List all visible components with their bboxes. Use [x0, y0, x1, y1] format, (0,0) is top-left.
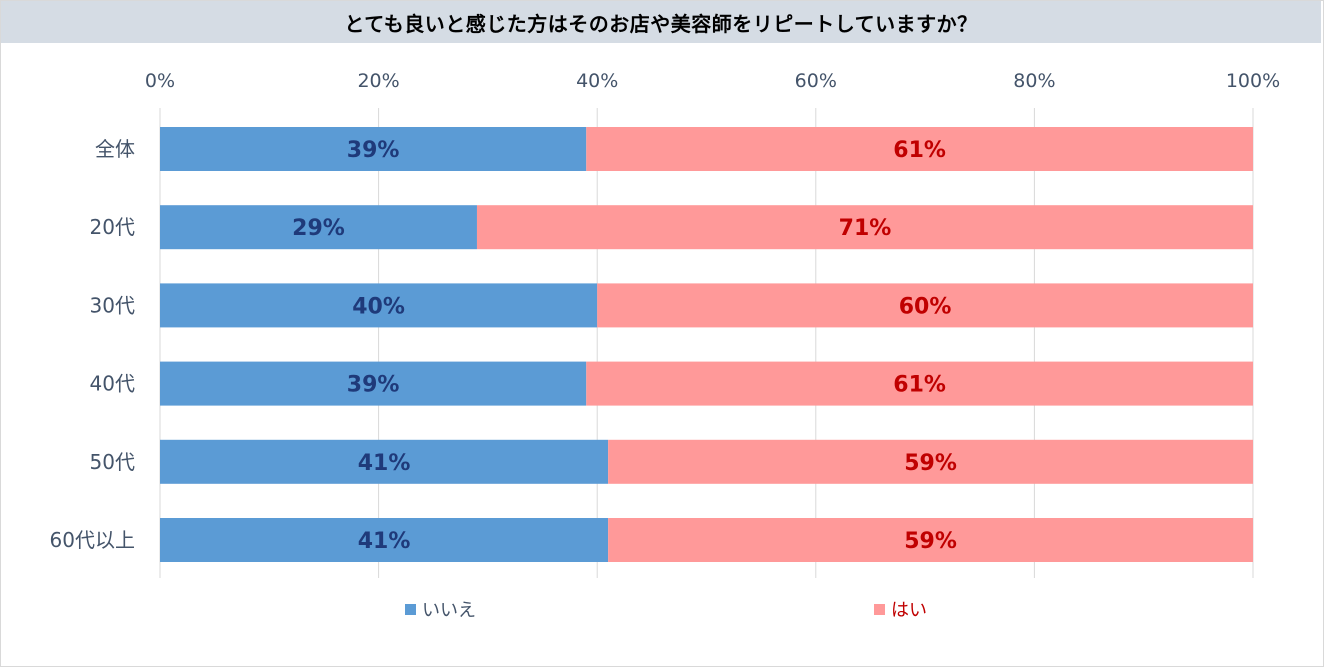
category-label-4: 50代: [90, 450, 135, 474]
bar-iie-3: [160, 361, 587, 406]
legend-swatch-iie: [405, 603, 416, 615]
data-label-iie-0: 39%: [347, 138, 400, 163]
bar-hai-2: [597, 283, 1253, 328]
bar-iie-1: [160, 205, 477, 250]
legend-item-hai: はい: [874, 596, 927, 622]
x-tick-label-40: 40%: [576, 70, 618, 92]
bar-hai-4: [608, 439, 1253, 484]
category-label-1: 20代: [90, 215, 135, 239]
x-tick-label-100: 100%: [1226, 70, 1280, 92]
data-label-hai-1: 71%: [839, 216, 892, 241]
data-label-iie-3: 39%: [347, 373, 400, 398]
legend-item-iie: いいえ: [405, 596, 476, 622]
bar-hai-5: [608, 518, 1253, 562]
category-label-5: 60代以上: [50, 528, 135, 552]
data-label-iie-2: 40%: [352, 294, 405, 319]
category-label-0: 全体: [95, 137, 135, 161]
x-tick-label-60: 60%: [795, 70, 837, 92]
x-tick-label-20: 20%: [357, 70, 399, 92]
bar-iie-5: [160, 518, 609, 562]
bar-hai-1: [476, 205, 1254, 250]
data-label-iie-5: 41%: [358, 529, 411, 554]
legend-label-iie: いいえ: [422, 600, 476, 621]
chart-title: とても良いと感じた方はそのお店や美容師をリピートしていますか？: [344, 11, 978, 36]
data-label-hai-4: 59%: [904, 451, 957, 476]
data-label-iie-1: 29%: [292, 216, 345, 241]
category-label-2: 30代: [90, 293, 135, 317]
category-label-3: 40代: [90, 372, 135, 396]
x-tick-label-0: 0%: [145, 70, 175, 92]
bar-hai-3: [586, 361, 1253, 406]
chart-title-bar: とても良いと感じた方はそのお店や美容師をリピートしていますか？: [1, 1, 1321, 43]
data-label-iie-4: 41%: [358, 451, 411, 476]
bar-hai-0: [586, 127, 1253, 171]
data-label-hai-5: 59%: [904, 529, 957, 554]
bar-iie-2: [160, 283, 598, 328]
bar-iie-0: [160, 127, 587, 171]
x-tick-label-80: 80%: [1013, 70, 1055, 92]
data-label-hai-3: 61%: [893, 373, 946, 398]
chart-legend: いいえ はい: [0, 596, 1324, 622]
legend-swatch-hai: [874, 603, 885, 615]
legend-label-hai: はい: [891, 600, 927, 621]
data-label-hai-0: 61%: [893, 138, 946, 163]
data-label-hai-2: 60%: [899, 294, 952, 319]
bar-iie-4: [160, 439, 609, 484]
